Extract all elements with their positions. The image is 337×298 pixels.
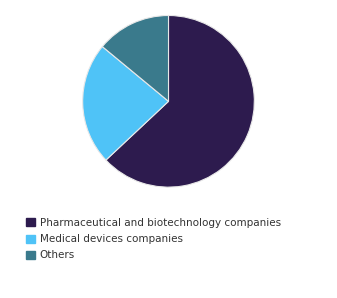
Legend: Pharmaceutical and biotechnology companies, Medical devices companies, Others: Pharmaceutical and biotechnology compani… — [22, 214, 285, 265]
Wedge shape — [106, 15, 254, 187]
Wedge shape — [102, 15, 168, 101]
Wedge shape — [83, 46, 168, 160]
